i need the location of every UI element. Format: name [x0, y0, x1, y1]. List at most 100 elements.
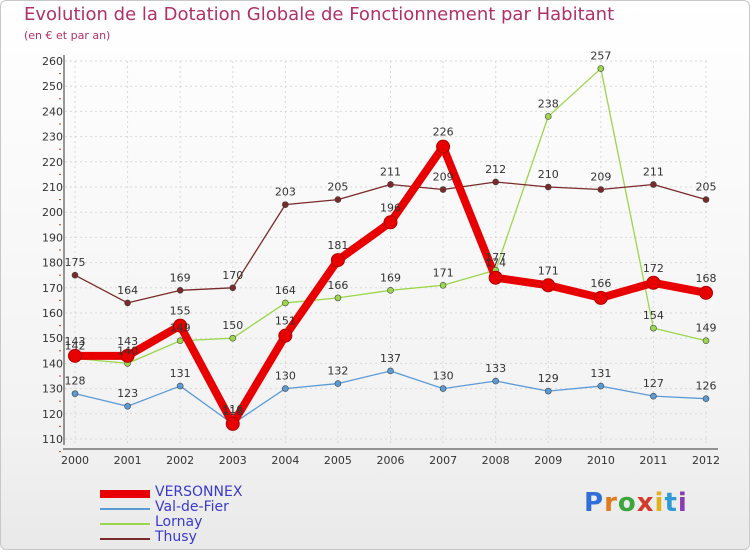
data-point: [699, 285, 713, 300]
data-point: [488, 270, 503, 285]
data-point: [176, 337, 184, 345]
data-point: [436, 139, 451, 154]
data-point: [68, 348, 82, 363]
legend-item-val-de-fier: Val-de-Fier: [100, 499, 360, 516]
data-point: [120, 348, 135, 363]
data-label: 211: [380, 165, 401, 178]
data-point: [334, 380, 342, 387]
data-point: [387, 367, 394, 375]
data-label: 149: [170, 322, 191, 335]
proxiti-logo: Proxiti: [584, 488, 688, 518]
data-label: 126: [696, 380, 717, 393]
data-label: 164: [275, 284, 296, 297]
logo-letter: r: [604, 488, 618, 518]
data-label: 137: [380, 352, 401, 365]
data-point: [544, 183, 552, 191]
data-point: [278, 328, 293, 343]
y-tick-label: 150: [42, 332, 63, 345]
x-tick-label: 2004: [271, 454, 299, 467]
data-label: 131: [590, 367, 611, 380]
data-point: [334, 294, 342, 302]
data-label: 205: [696, 181, 717, 194]
data-point: [383, 215, 398, 230]
data-label: 142: [65, 339, 86, 352]
y-tick-label: 200: [42, 206, 63, 219]
data-point: [225, 416, 240, 431]
grid-lines: [65, 60, 708, 443]
legend-label: Val-de-Fier: [155, 499, 229, 515]
data-point: [593, 290, 608, 305]
logo-letter: i: [677, 488, 688, 518]
data-point: [650, 392, 657, 400]
data-label: 257: [590, 50, 611, 63]
data-label: 130: [275, 370, 296, 383]
data-label: 170: [222, 269, 243, 282]
legend-swatch: [100, 508, 150, 510]
x-tick-label: 2007: [429, 454, 457, 467]
x-tick-label: 2003: [219, 454, 247, 467]
data-label: 123: [117, 387, 138, 400]
data-label: 133: [485, 362, 506, 375]
x-tick-label: 2001: [114, 454, 142, 467]
y-tick-label: 250: [42, 80, 63, 93]
logo-letter: t: [664, 488, 678, 518]
data-point: [650, 181, 657, 188]
data-point: [597, 186, 605, 193]
y-tick-label: 210: [42, 181, 63, 194]
data-point: [229, 284, 237, 292]
x-tick-label: 2011: [639, 454, 667, 467]
data-points: [68, 65, 713, 431]
data-label: 132: [327, 365, 348, 378]
legend-item-thusy: Thusy: [100, 529, 360, 546]
data-point: [492, 377, 499, 385]
data-point: [650, 324, 657, 332]
data-point: [439, 281, 447, 289]
data-label: 238: [538, 97, 559, 110]
data-point: [387, 181, 394, 188]
data-label: 166: [327, 279, 348, 292]
data-point: [173, 318, 188, 333]
legend: VERSONNEX Val-de-Fier Lornay Thusy: [100, 484, 360, 546]
data-label: 131: [170, 367, 191, 380]
logo-letter: x: [636, 488, 655, 518]
x-tick-label: 2000: [61, 454, 89, 467]
data-label: 143: [117, 335, 138, 348]
data-label: 196: [380, 201, 401, 214]
data-label: 177: [485, 251, 506, 264]
y-tick-label: 120: [42, 408, 63, 421]
data-label: 168: [696, 272, 717, 285]
data-point: [330, 253, 345, 268]
data-point: [176, 287, 184, 294]
x-tick-label: 2005: [324, 454, 352, 467]
y-tick-label: 160: [42, 307, 63, 320]
legend-label: Thusy: [155, 529, 197, 545]
data-labels: 143 143 155 116 151 181 196 226 174 171 166 172 168 1…: [65, 50, 717, 418]
data-label: 140: [117, 344, 138, 357]
chart-title: Evolution de la Dotation Globale de Fonc…: [24, 4, 615, 25]
y-tick-label: 110: [42, 433, 63, 446]
logo-letter: o: [617, 488, 637, 518]
data-label: 205: [327, 181, 348, 194]
data-label: 211: [643, 165, 664, 178]
data-point: [544, 387, 552, 395]
data-point: [439, 385, 447, 392]
data-label: 155: [170, 305, 191, 318]
data-label: 209: [590, 171, 611, 184]
data-label: 174: [485, 257, 506, 270]
data-label: 175: [65, 256, 86, 269]
data-label: 149: [696, 322, 717, 335]
data-label: 172: [643, 262, 664, 275]
legend-swatch: [100, 538, 150, 540]
chart-subtitle: (en € et par an): [24, 29, 111, 42]
y-tick-label: 130: [42, 383, 63, 396]
axes: 110 120 130 140 150 160 170 180 190 200 210 220 230 2…: [42, 55, 720, 467]
data-point: [71, 390, 79, 397]
data-label: 164: [117, 284, 138, 297]
y-tick-label: 190: [42, 231, 63, 244]
data-point: [124, 299, 131, 307]
x-tick-label: 2012: [692, 454, 720, 467]
data-label: 169: [170, 271, 191, 284]
data-point: [176, 382, 184, 390]
